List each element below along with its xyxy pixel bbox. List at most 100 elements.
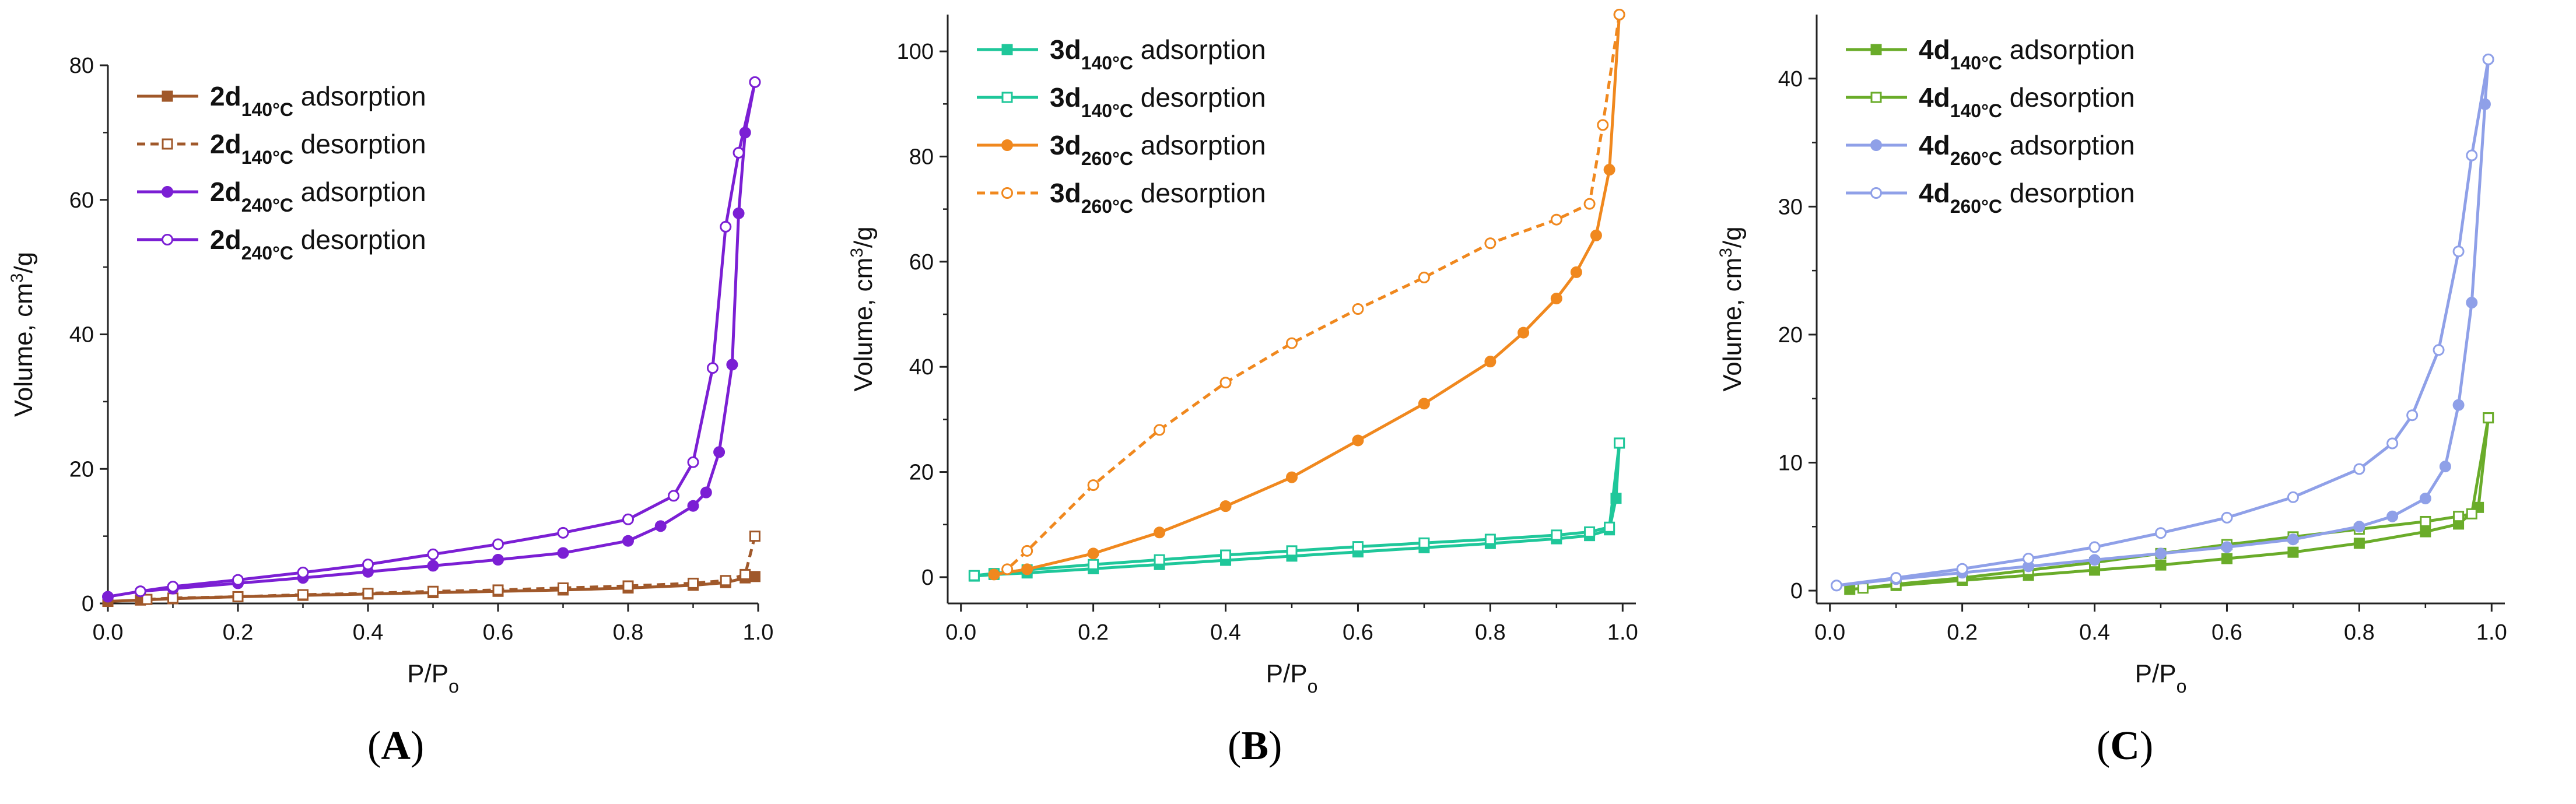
data-point — [1352, 303, 1364, 315]
x-tick-label: 0.4 — [353, 620, 384, 645]
y-tick-label: 40 — [69, 323, 94, 347]
chart-a-svg: 0.0 0.2 0.4 0.6 0.8 1.0 0 20 40 60 80 P/Po Volume, c… — [8, 54, 774, 697]
x-tick-label: 0.2 — [1947, 620, 1978, 645]
series-3d-140c-desorption — [968, 437, 1625, 581]
y-tick-label: 0 — [1790, 579, 1803, 603]
data-point — [2452, 245, 2465, 258]
data-point — [1551, 529, 1562, 541]
data-point — [1890, 572, 1902, 584]
axes-c: 0.0 0.2 0.4 0.6 0.8 1.0 0 10 20 30 40 P/Po Volume, c… — [1716, 15, 2507, 697]
data-point — [1484, 533, 1496, 545]
data-point — [427, 548, 439, 560]
series-2d-240c-desorption — [134, 76, 761, 598]
panel-label-b: (B) — [1228, 724, 1282, 768]
data-point — [492, 554, 504, 566]
panel-label-c-text: C — [2110, 724, 2140, 768]
legend-item: 2d240°C desorption — [137, 224, 426, 264]
legend-label: 2d140°C adsorption — [210, 81, 426, 120]
data-point — [1154, 526, 1166, 539]
y-tick-label: 30 — [1778, 195, 1803, 219]
data-point — [622, 535, 634, 547]
data-point — [2439, 461, 2451, 473]
x-axis-title: P/Po — [2135, 659, 2187, 697]
series-2d-240c-adsorption — [102, 76, 761, 603]
chart-b-svg: 0.0 0.2 0.4 0.6 0.8 1.0 0 20 40 60 80 100 P/Po Volume… — [847, 9, 1638, 697]
legend-item: 4d260°C adsorption — [1846, 130, 2135, 169]
data-point — [2420, 526, 2431, 538]
data-point — [1590, 229, 1602, 241]
legend-item: 2d240°C adsorption — [137, 177, 426, 216]
series-4d-140c-desorption — [1857, 412, 2494, 594]
data-point — [1001, 563, 1014, 575]
series-line — [107, 82, 756, 598]
legend-item: 3d260°C adsorption — [977, 130, 1266, 169]
data-point — [134, 585, 146, 598]
legend-swatch-marker — [162, 186, 173, 198]
data-point — [739, 568, 751, 580]
legend-label: 4d140°C desorption — [1919, 82, 2135, 121]
data-point — [988, 568, 1000, 581]
y-tick-label: 40 — [1778, 67, 1803, 92]
data-point — [2386, 510, 2399, 522]
data-point — [1550, 213, 1562, 226]
x-axis-title: P/Po — [1266, 659, 1318, 697]
data-point — [1584, 526, 1596, 538]
legend-swatch-marker — [1870, 44, 1882, 55]
data-point — [1021, 563, 1033, 575]
data-point — [362, 559, 374, 571]
data-point — [749, 531, 760, 542]
x-tick-label: 0.8 — [1475, 620, 1506, 645]
data-point — [2353, 521, 2365, 533]
data-point — [1418, 537, 1430, 549]
data-point — [733, 207, 745, 219]
data-point — [297, 589, 309, 601]
data-point — [720, 220, 732, 233]
data-point — [232, 574, 244, 586]
legend-b: 3d140°C adsorption 3d140°C desorption 3d26… — [977, 34, 1266, 217]
legend-item: 2d140°C desorption — [137, 129, 426, 168]
series-3d-260c-desorption — [1001, 9, 1625, 575]
data-point — [167, 592, 178, 604]
data-point — [2088, 554, 2101, 566]
y-tick-label: 20 — [909, 461, 934, 485]
data-point — [700, 486, 712, 498]
y-tick-label: 80 — [69, 54, 94, 78]
data-point — [1087, 547, 1099, 560]
x-tick-label: 1.0 — [743, 620, 774, 645]
data-point — [2221, 553, 2232, 564]
data-point — [558, 582, 569, 594]
data-point — [687, 456, 699, 468]
data-point — [706, 362, 719, 374]
data-point — [1583, 198, 1596, 210]
legend-label: 4d260°C desorption — [1919, 178, 2135, 217]
legend-item: 3d140°C desorption — [977, 82, 1266, 121]
data-point — [1286, 471, 1298, 483]
chart-panel-b: 0.0 0.2 0.4 0.6 0.8 1.0 0 20 40 60 80 100 P/Po Volume… — [840, 0, 1709, 804]
legend-item: 4d140°C adsorption — [1846, 34, 2135, 73]
legend-swatch-marker — [162, 234, 173, 245]
data-point — [2353, 463, 2365, 475]
legend-swatch-marker — [1001, 187, 1013, 199]
y-tick-label: 60 — [909, 250, 934, 275]
data-point — [1604, 521, 1615, 533]
panel-label-a: (A) — [367, 724, 425, 768]
legend-label: 4d260°C adsorption — [1919, 130, 2135, 169]
data-point — [2221, 511, 2233, 524]
legend-label: 2d140°C desorption — [210, 129, 426, 168]
data-point — [1088, 559, 1099, 570]
y-axis-title: Volume, cm3/g — [847, 226, 878, 391]
data-point — [1484, 237, 1496, 250]
data-point — [427, 585, 439, 597]
x-tick-label: 0.4 — [2079, 620, 2110, 645]
data-point — [492, 584, 504, 596]
data-point — [2482, 53, 2494, 65]
data-point — [2287, 491, 2299, 503]
y-tick-label: 40 — [909, 355, 934, 380]
y-tick-label: 80 — [909, 145, 934, 169]
data-point — [1286, 545, 1298, 557]
panel-label-c: (C) — [2097, 724, 2154, 768]
data-point — [688, 577, 699, 589]
data-point — [2155, 527, 2167, 539]
legend-item: 3d260°C desorption — [977, 178, 1266, 217]
data-point — [102, 591, 114, 603]
